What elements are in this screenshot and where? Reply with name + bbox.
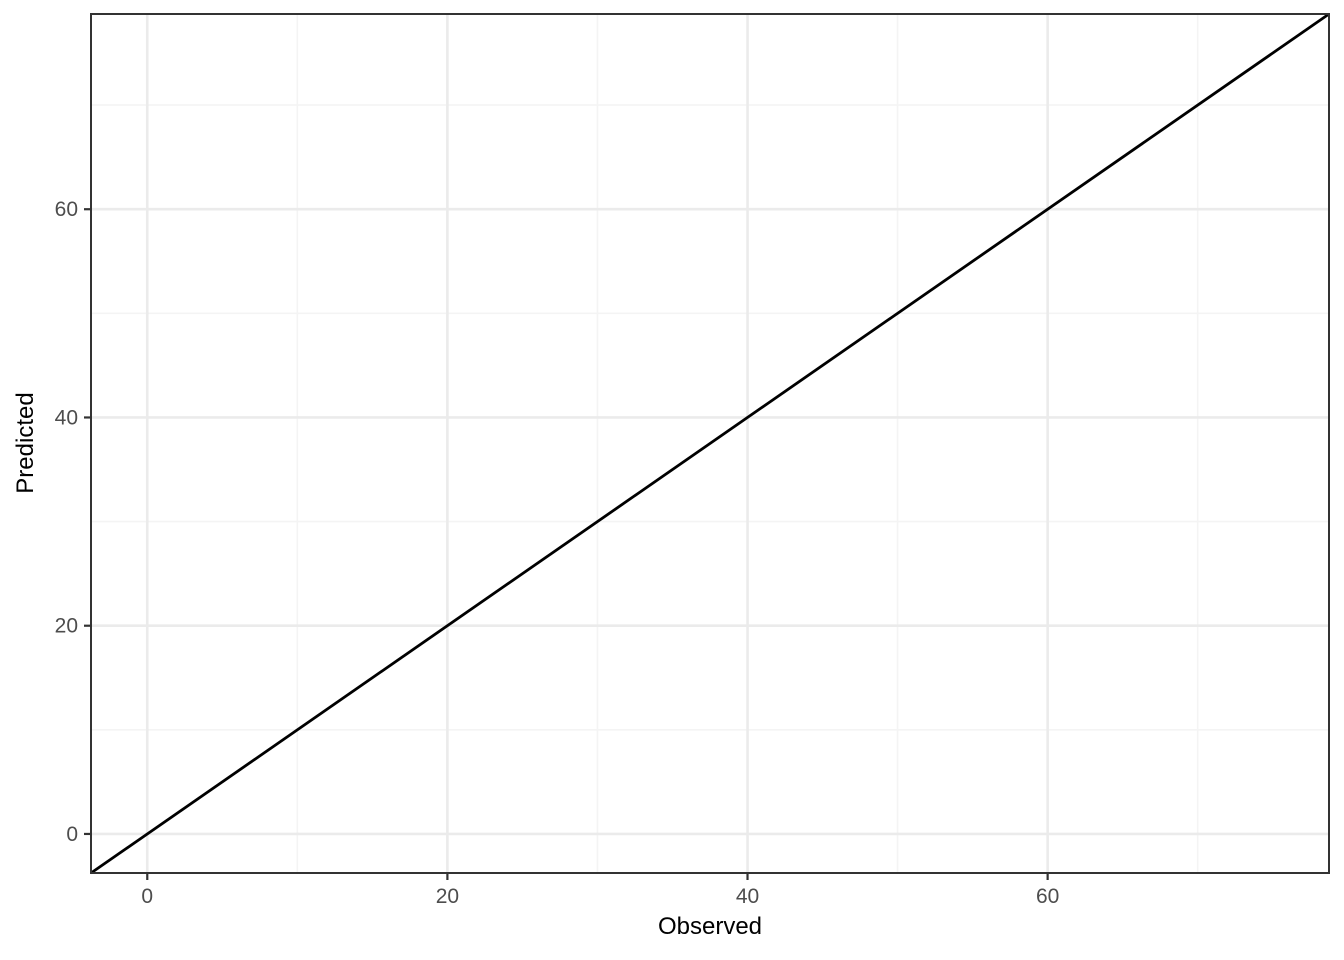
y-tick-label: 20 [55,615,78,638]
x-axis-title: Observed [657,913,763,940]
y-axis-title: Predicted [12,392,39,494]
series-identity-line-y-equals-x [90,12,1330,875]
y-tick-label: 0 [66,823,78,846]
x-tick-label: 20 [436,885,459,908]
y-tick-label: 40 [55,406,78,429]
x-tick-label: 0 [141,885,153,908]
x-tick-label: 60 [1036,885,1059,908]
panel-border [90,13,1330,874]
y-tick-label: 60 [55,198,78,221]
x-tick-label: 40 [736,885,759,908]
